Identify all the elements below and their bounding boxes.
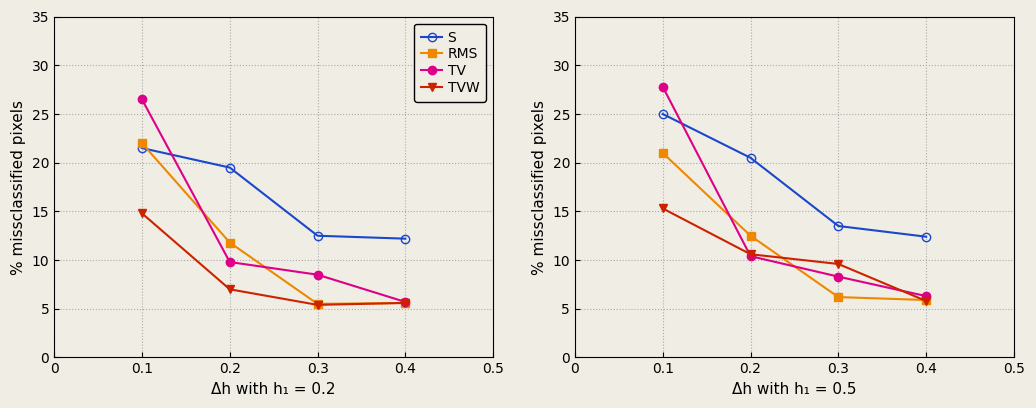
RMS (399, 300, 411, 305)
RMS (224, 240, 236, 245)
Line: TV: TV (659, 82, 930, 300)
TV (224, 259, 236, 264)
Y-axis label: % missclassified pixels: % missclassified pixels (531, 100, 547, 275)
S (744, 155, 756, 160)
S (399, 236, 411, 241)
TV (920, 294, 932, 299)
S (224, 165, 236, 170)
RMS (832, 295, 844, 299)
TV (832, 274, 844, 279)
TV (399, 299, 411, 304)
Line: TV: TV (138, 95, 409, 306)
X-axis label: Δh with h₁ = 0.2: Δh with h₁ = 0.2 (211, 382, 336, 397)
Line: TVW: TVW (138, 209, 409, 309)
X-axis label: Δh with h₁ = 0.5: Δh with h₁ = 0.5 (732, 382, 857, 397)
S (657, 111, 669, 116)
TV (136, 97, 148, 102)
Line: RMS: RMS (138, 139, 409, 308)
S (920, 234, 932, 239)
TVW (744, 252, 756, 257)
TVW (224, 287, 236, 292)
TVW (920, 299, 932, 304)
Line: TVW: TVW (659, 204, 930, 305)
S (136, 146, 148, 151)
TV (744, 254, 756, 259)
RMS (657, 151, 669, 155)
TVW (399, 300, 411, 305)
RMS (920, 297, 932, 302)
RMS (312, 302, 324, 306)
TVW (136, 211, 148, 216)
TVW (312, 302, 324, 307)
TVW (657, 206, 669, 211)
TV (657, 84, 669, 89)
RMS (744, 233, 756, 238)
Line: RMS: RMS (659, 149, 930, 304)
Line: S: S (659, 110, 930, 241)
TV (312, 272, 324, 277)
S (312, 233, 324, 238)
TVW (832, 262, 844, 266)
Line: S: S (138, 144, 409, 243)
Legend: S, RMS, TV, TVW: S, RMS, TV, TVW (414, 24, 486, 102)
RMS (136, 141, 148, 146)
Y-axis label: % missclassified pixels: % missclassified pixels (11, 100, 26, 275)
S (832, 224, 844, 228)
